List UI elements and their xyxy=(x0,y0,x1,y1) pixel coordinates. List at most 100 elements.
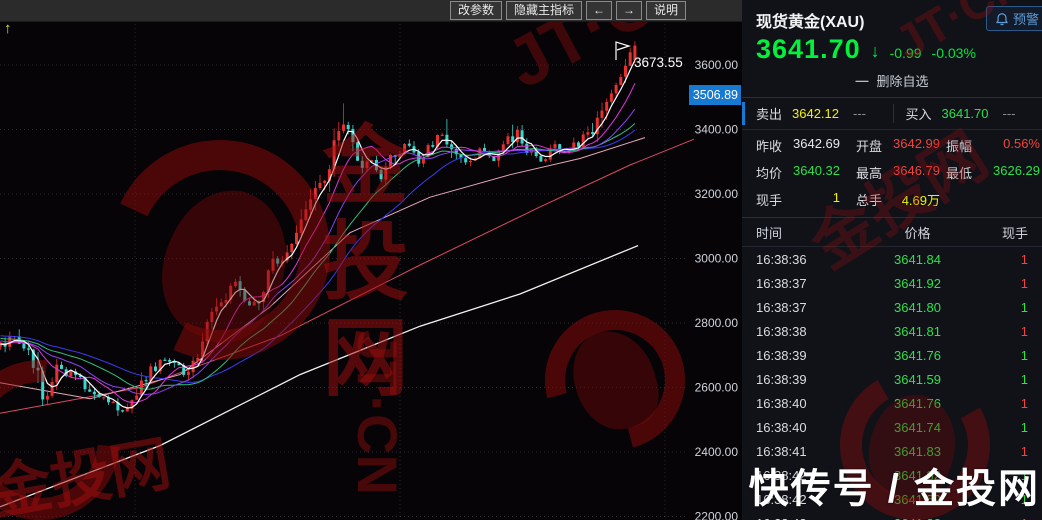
candle-body xyxy=(436,134,439,147)
tape-row: 16:38:40 3641.74 1 xyxy=(742,415,1042,439)
candle-body xyxy=(295,232,298,244)
candle-body xyxy=(332,140,336,170)
candle-body xyxy=(633,45,637,61)
candle-body xyxy=(407,143,411,146)
chart-section: 3600.00 3400.00 3200.00 3000.00 2800.00 2600.… xyxy=(0,0,742,520)
stat-label: 最高 xyxy=(856,166,883,181)
candle-body xyxy=(172,361,176,363)
alert-button[interactable]: 预警 xyxy=(985,6,1042,31)
candle-body xyxy=(309,199,313,210)
tape-time: 16:38:36 xyxy=(756,251,807,267)
candle-body xyxy=(501,144,505,152)
candle-body xyxy=(506,136,510,144)
tape-time: 16:38:39 xyxy=(756,371,807,387)
ma-line xyxy=(0,83,636,404)
y-axis-label: 2600.00 xyxy=(695,381,739,395)
current-price-axis-label xyxy=(689,85,741,106)
price-change: -0.99 xyxy=(889,45,922,61)
y-axis-label: 3400.00 xyxy=(695,123,739,137)
tape-price: 3641.74 xyxy=(894,419,941,435)
tape-header: 时间 价格 现手 xyxy=(742,218,1042,247)
tape-header-time: 时间 xyxy=(756,226,783,241)
candle-body xyxy=(342,124,345,131)
candle-body xyxy=(497,150,501,161)
candle-body xyxy=(121,410,125,412)
candle-body xyxy=(196,358,200,362)
candle-body xyxy=(619,77,623,85)
tape-header-volume: 现手 xyxy=(1001,226,1028,241)
candle-body xyxy=(144,380,148,382)
candle-body xyxy=(544,159,548,162)
sell-label: 卖出 xyxy=(756,107,783,122)
candle-body xyxy=(116,402,120,411)
tape-time: 16:38:42 xyxy=(756,491,807,507)
candle-body xyxy=(534,149,538,157)
candle-body xyxy=(624,65,627,77)
peak-price-annotation: 3673.55 xyxy=(634,55,683,70)
help-button[interactable]: 说明 xyxy=(645,1,686,20)
candle-body xyxy=(154,366,157,371)
last-price: 3641.70 xyxy=(756,34,861,64)
y-axis-label: 2800.00 xyxy=(695,316,739,330)
candle-body xyxy=(421,157,425,164)
candle-body xyxy=(125,408,129,412)
tape-row: 16:38:41 3641.83 1 xyxy=(742,439,1042,463)
candle-body xyxy=(440,134,444,136)
candle-body xyxy=(168,359,172,362)
stat-cell: 开盘 3642.99 xyxy=(842,136,942,155)
tape-price: 3641.81 xyxy=(894,323,941,339)
tape-list[interactable]: 16:38:36 3641.84 1 16:38:37 3641.92 1 16:38:37… xyxy=(742,247,1042,520)
remove-watchlist-button[interactable]: — 删除自选 xyxy=(742,65,1042,98)
candle-body xyxy=(271,258,275,271)
quote-panel: 现货黄金(XAU) 预警 3641.70 ↓ -0.99 -0.03% — 删除… xyxy=(742,0,1042,520)
candle-body xyxy=(614,84,618,94)
stat-cell: 昨收 3642.69 xyxy=(742,136,842,155)
arrow-right-button[interactable]: → xyxy=(615,1,642,20)
candle-body xyxy=(459,154,463,158)
candle-body xyxy=(285,252,289,261)
bell-icon xyxy=(995,12,1009,25)
tape-row: 16:38:40 3641.76 1 xyxy=(742,391,1042,415)
tape-price: 3641.76 xyxy=(894,347,941,363)
candle-body xyxy=(483,148,486,152)
tape-price: 3641.82 xyxy=(867,516,969,520)
stat-value: 4.69万 xyxy=(901,193,940,208)
stat-row: 昨收 3642.69 开盘 3642.99 振幅 0.56% xyxy=(742,132,1042,159)
candle-body xyxy=(69,370,73,377)
candlestick-chart[interactable]: 3600.00 3400.00 3200.00 3000.00 2800.00 2600.… xyxy=(0,0,742,520)
candle-body xyxy=(229,285,233,300)
tape-price: 3641.76 xyxy=(894,395,941,411)
hide-indicator-button[interactable]: 隐藏主指标 xyxy=(505,1,582,20)
tape-row: 16:38:42 3641.82 1 xyxy=(742,463,1042,487)
tape-volume: 1 xyxy=(1020,467,1028,483)
y-axis-label: 2200.00 xyxy=(695,510,739,520)
chart-toolbar: 改参数 隐藏主指标 ← → 说明 xyxy=(0,0,742,22)
peak-flag-icon xyxy=(615,41,631,60)
candle-body xyxy=(233,281,237,287)
candle-body xyxy=(55,364,59,383)
candle-body xyxy=(572,142,576,150)
candle-body xyxy=(130,400,134,409)
arrow-left-button[interactable]: ← xyxy=(585,1,612,20)
stat-cell: 现手 1 xyxy=(742,190,842,209)
candle-body xyxy=(450,144,454,150)
candle-body xyxy=(492,156,496,161)
ma-line xyxy=(0,129,636,383)
candle-body xyxy=(553,144,557,148)
candle-body xyxy=(520,130,524,144)
stat-row: 现手 1 总手 4.69万 xyxy=(742,186,1042,213)
ma-line xyxy=(0,59,636,409)
stat-label: 昨收 xyxy=(756,139,783,154)
candle-body xyxy=(219,302,223,307)
candle-body xyxy=(511,136,515,142)
tape-time: 16:38:37 xyxy=(756,275,807,291)
change-params-button[interactable]: 改参数 xyxy=(449,1,502,20)
candle-body xyxy=(530,149,533,153)
candle-body xyxy=(102,397,106,399)
tape-volume: 1 xyxy=(1020,347,1028,363)
candle-body xyxy=(191,360,195,373)
candle-body xyxy=(577,142,580,147)
candle-body xyxy=(280,260,284,264)
candle-body xyxy=(591,132,595,135)
candle-body xyxy=(539,155,543,162)
